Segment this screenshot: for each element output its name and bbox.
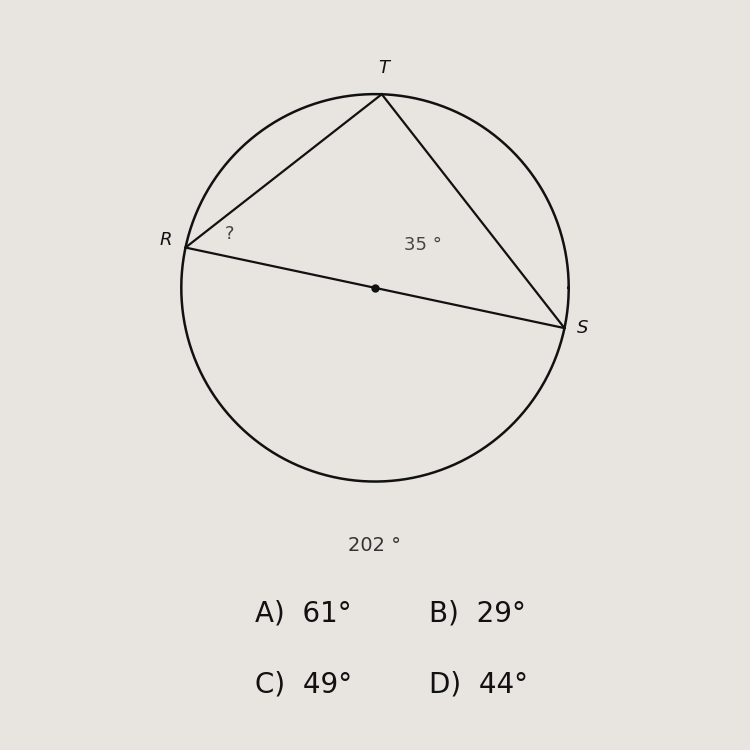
- Text: T: T: [378, 58, 389, 76]
- Text: A)  61°: A) 61°: [255, 599, 352, 627]
- Text: B)  29°: B) 29°: [429, 599, 526, 627]
- Text: C)  49°: C) 49°: [255, 671, 352, 699]
- Text: D)  44°: D) 44°: [429, 671, 528, 699]
- Text: R: R: [159, 231, 172, 249]
- Text: S: S: [577, 319, 588, 337]
- Text: 202 °: 202 °: [349, 536, 401, 555]
- Text: 35 °: 35 °: [404, 236, 442, 254]
- Text: ?: ?: [224, 225, 234, 243]
